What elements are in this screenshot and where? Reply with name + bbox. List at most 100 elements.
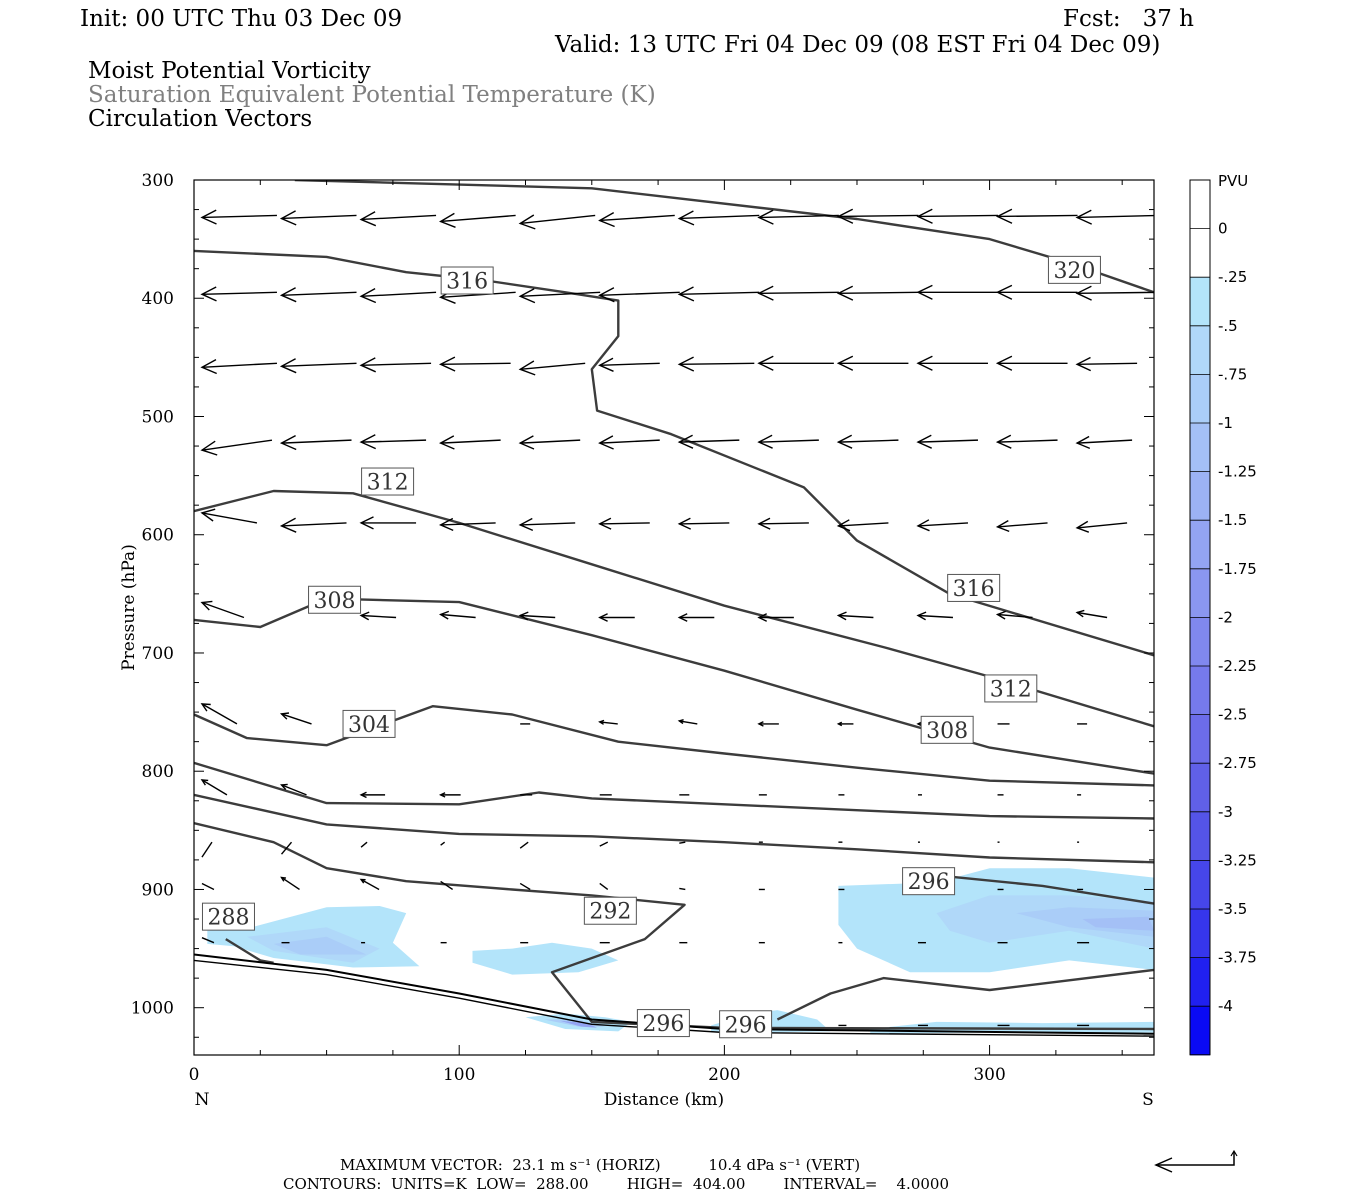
circulation-vector: [279, 517, 347, 533]
x-tick-label: 0: [189, 1065, 200, 1085]
theta-contour-288: [225, 938, 274, 964]
contour-label: 316: [446, 270, 488, 295]
north-label: N: [195, 1090, 210, 1110]
circulation-vector: [280, 841, 293, 855]
circulation-vector: [438, 356, 511, 372]
colorbar-segment: [1190, 180, 1210, 230]
pv-region: [472, 942, 619, 975]
colorbar-segment: [1190, 520, 1210, 570]
circulation-vector: [836, 285, 919, 301]
colorbar-tick-label: -4: [1218, 997, 1233, 1015]
circulation-vector: [679, 887, 686, 891]
circulation-vector: [359, 434, 427, 450]
circulation-vector: [916, 208, 998, 224]
colorbar-segment: [1190, 228, 1210, 278]
contour-label: 288: [207, 906, 249, 931]
contour-label-box: [201, 902, 255, 931]
y-tick-label: 600: [142, 526, 174, 546]
circulation-vector: [200, 286, 277, 302]
plot-frame: [193, 179, 1155, 1056]
contour-label-box: [920, 715, 974, 744]
circulation-vector: [757, 613, 794, 622]
theta-contour-296: [936, 874, 1154, 905]
contour-label: 316: [953, 577, 995, 602]
circulation-vector: [519, 882, 531, 891]
contour-label: 292: [589, 900, 631, 925]
circulation-vector: [360, 841, 368, 848]
south-label: S: [1142, 1090, 1154, 1110]
reference-vector-vhead: [1230, 1149, 1238, 1157]
circulation-vector: [916, 355, 988, 371]
ground-line: [194, 953, 1154, 1035]
circulation-vector: [279, 712, 312, 725]
contours-text: CONTOURS: UNITS=K LOW= 288.00 HIGH= 404.…: [283, 1175, 949, 1193]
circulation-vector: [359, 878, 380, 891]
circulation-vector: [359, 611, 397, 621]
circulation-vector: [1075, 356, 1138, 372]
circulation-vector: [679, 841, 686, 844]
pv-region: [560, 1020, 598, 1028]
circulation-vector: [995, 519, 1048, 533]
circulation-vector: [598, 287, 680, 303]
circulation-vector: [438, 517, 496, 532]
colorbar-tick-label: -3: [1218, 803, 1233, 821]
title-line-1: Moist Potential Vorticity: [88, 58, 371, 84]
circulation-vector: [201, 882, 215, 891]
contour-label: 308: [314, 589, 356, 614]
pv-region: [1016, 907, 1154, 937]
y-tick-label: 800: [142, 762, 174, 782]
y-tick-label: 300: [142, 171, 174, 191]
contour-label: 312: [990, 677, 1032, 702]
colorbar-segment: [1190, 617, 1210, 667]
circulation-vector: [1075, 520, 1128, 533]
colorbar-tick-label: -3.75: [1218, 949, 1257, 967]
colorbar-segment: [1190, 568, 1210, 618]
circulation-vector: [598, 613, 635, 622]
contour-label: 304: [348, 713, 390, 738]
colorbar-tick-label: -.25: [1218, 268, 1247, 286]
axes: 300 400 500 600 700 800 900 1000 0 100 200 300 Dista…: [119, 171, 1155, 1110]
circulation-vector: [916, 611, 954, 621]
circulation-vector: [200, 703, 238, 725]
circulation-vector: [757, 209, 839, 225]
circulation-vector: [519, 841, 529, 849]
circulation-vector: [279, 358, 357, 374]
valid-time: Valid: 13 UTC Fri 04 Dec 09 (08 EST Fri …: [555, 32, 1161, 58]
colorbar: PVU 0 -.25 -.5 -.75 -1 -1.25 -1.5 -1.75 -2 -2.25 -2…: [1189, 172, 1257, 1056]
circulation-vector: [1075, 285, 1154, 301]
circulation-vector: [677, 719, 698, 725]
colorbar-tick-label: -.5: [1218, 317, 1238, 335]
colorbar-segment: [1190, 277, 1210, 327]
y-tick-label: 900: [142, 880, 174, 900]
circulation-vector: [677, 613, 715, 622]
max-vector-text: MAXIMUM VECTOR: 23.1 m s⁻¹ (HORIZ) 10.4 …: [340, 1156, 861, 1174]
circulation-vector: [836, 208, 919, 224]
circulation-vector: [916, 284, 998, 300]
circulation-vector: [438, 792, 461, 798]
circulation-vector: [200, 600, 245, 619]
colorbar-tick-label: -1.5: [1218, 511, 1247, 529]
circulation-vector: [279, 287, 357, 303]
theta-contour-304: [194, 705, 1154, 787]
circulation-vector: [677, 210, 760, 226]
circulation-vector: [201, 937, 215, 944]
circulation-vector: [200, 358, 277, 375]
circulation-vectors: [200, 208, 1154, 1027]
circulation-vector: [438, 435, 501, 450]
circulation-vector: [995, 610, 1033, 620]
contour-label-box: [947, 573, 1001, 602]
colorbar-tick-label: -2: [1218, 608, 1233, 626]
colorbar-segment: [1190, 909, 1210, 959]
colorbar-segment: [1190, 714, 1210, 764]
circulation-vector: [438, 610, 476, 620]
colorbar-segment: [1190, 325, 1210, 375]
colorbar-tick-label: -3.5: [1218, 900, 1247, 918]
forecast-hour: Fcst: 37 h: [1063, 6, 1194, 32]
circulation-vector: [598, 357, 660, 372]
circulation-vector: [836, 611, 874, 621]
circulation-vector: [916, 519, 969, 532]
circulation-vector: [200, 779, 228, 796]
pv-shading: [207, 868, 1154, 1034]
y-axis-label: Pressure (hPa): [119, 544, 139, 671]
